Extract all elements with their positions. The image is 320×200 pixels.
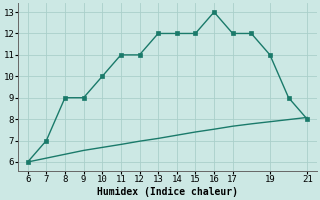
X-axis label: Humidex (Indice chaleur): Humidex (Indice chaleur) xyxy=(97,186,238,197)
